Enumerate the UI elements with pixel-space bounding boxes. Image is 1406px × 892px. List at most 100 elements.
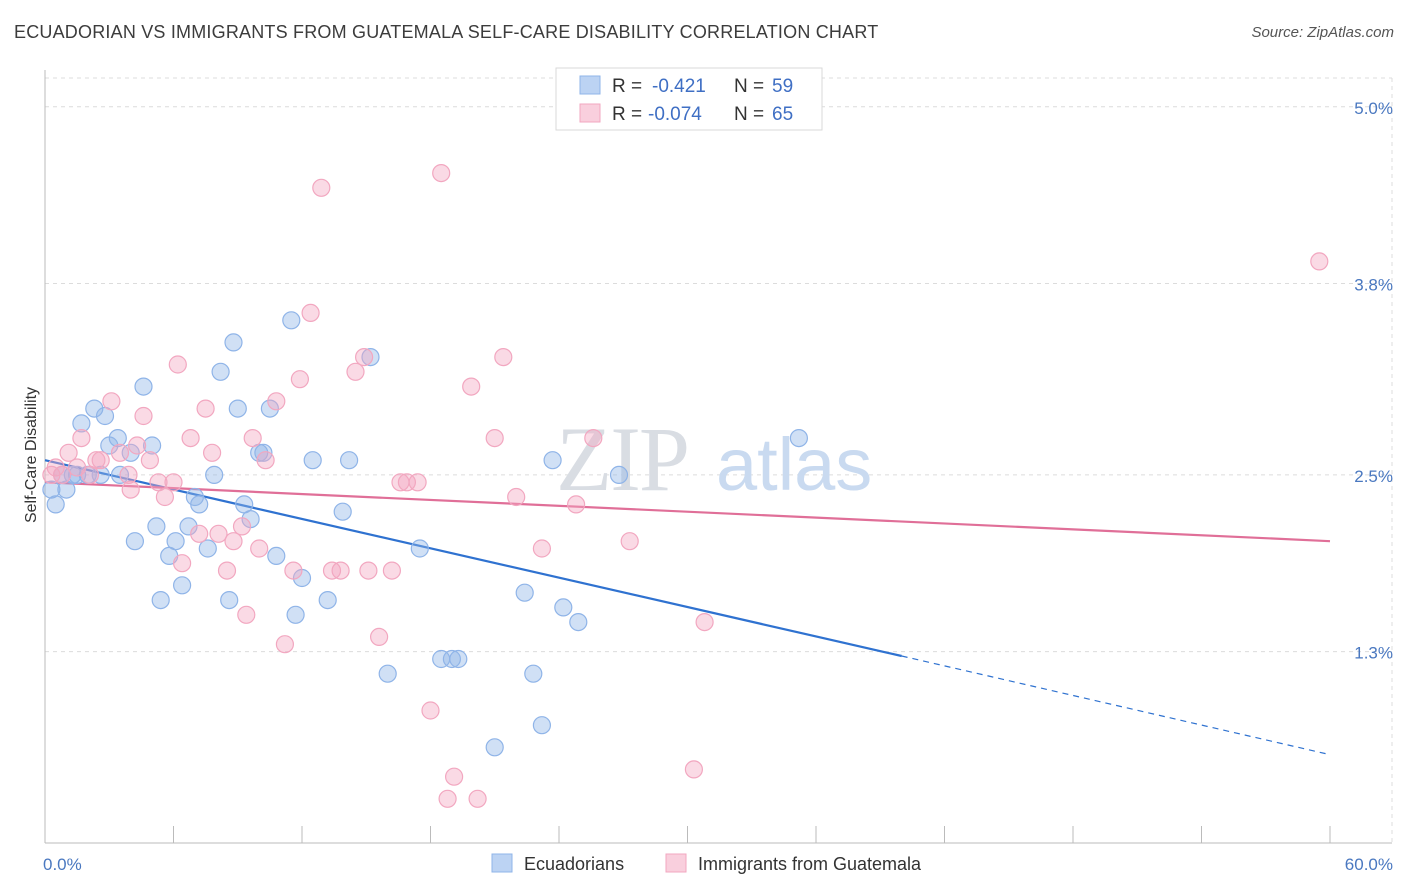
legend-n-label-1: N = (734, 76, 764, 97)
point-guatemala-64 (1310, 252, 1329, 271)
point-ecuadorians-12 (108, 429, 127, 448)
point-guatemala-52 (445, 767, 464, 786)
point-ecuadorians-44 (340, 451, 359, 470)
point-guatemala-57 (507, 487, 526, 507)
y-tick-label-2: 3.8% (1354, 275, 1393, 294)
point-ecuadorians-14 (121, 443, 140, 462)
legend-n-label-2: N = (734, 104, 764, 125)
point-ecuadorians-31 (228, 399, 247, 418)
legend-r-value-guatemala: -0.074 (648, 104, 702, 125)
point-guatemala-37 (301, 303, 320, 322)
point-guatemala-5 (72, 429, 91, 448)
point-ecuadorians-19 (151, 590, 170, 610)
point-ecuadorians-45 (361, 348, 380, 367)
point-ecuadorians-54 (532, 716, 552, 735)
point-guatemala-20 (173, 554, 192, 573)
point-guatemala-43 (359, 561, 378, 580)
point-ecuadorians-37 (267, 546, 286, 566)
point-ecuadorians-36 (260, 399, 279, 418)
point-guatemala-34 (275, 635, 294, 654)
point-guatemala-22 (190, 524, 209, 543)
point-guatemala-29 (237, 605, 256, 624)
watermark-atlas: atlas (716, 423, 872, 506)
point-guatemala-33 (267, 392, 286, 411)
point-guatemala-40 (331, 561, 350, 580)
point-guatemala-14 (134, 406, 153, 426)
point-guatemala-15 (140, 451, 159, 470)
point-ecuadorians-53 (524, 664, 543, 683)
point-ecuadorians-35 (254, 443, 273, 462)
point-ecuadorians-46 (378, 664, 397, 683)
point-guatemala-58 (532, 539, 552, 558)
point-guatemala-62 (684, 760, 704, 779)
y-axis-label: Self-Care Disability (23, 387, 40, 523)
chart-title: ECUADORIAN VS IMMIGRANTS FROM GUATEMALA … (14, 22, 879, 42)
point-guatemala-49 (421, 701, 440, 720)
point-ecuadorians-6 (72, 414, 91, 433)
point-ecuadorians-59 (789, 429, 809, 448)
point-guatemala-59 (566, 495, 586, 514)
point-guatemala-23 (196, 399, 215, 418)
point-ecuadorians-22 (173, 576, 192, 595)
point-guatemala-7 (87, 451, 106, 470)
point-guatemala-32 (256, 451, 275, 470)
legend-swatch-guatemala (579, 103, 601, 123)
legend-n-value-guatemala: 65 (772, 104, 793, 125)
point-ecuadorians-5 (67, 465, 87, 484)
point-ecuadorians-18 (147, 517, 166, 536)
trend-line-guatemala (44, 481, 1331, 543)
point-guatemala-42 (355, 348, 374, 367)
point-ecuadorians-17 (143, 436, 162, 455)
point-guatemala-8 (91, 451, 110, 470)
legend-swatch-ecuadorians (579, 75, 601, 95)
point-guatemala-56 (494, 348, 513, 367)
point-ecuadorians-38 (282, 311, 301, 330)
point-ecuadorians-51 (485, 738, 504, 757)
point-ecuadorians-30 (224, 333, 243, 352)
bottom-legend: Ecuadorians Immigrants from Guatemala (491, 853, 922, 874)
point-guatemala-10 (110, 443, 130, 462)
point-guatemala-51 (438, 789, 457, 808)
point-ecuadorians-52 (515, 583, 534, 602)
point-ecuadorians-49 (442, 649, 461, 669)
point-guatemala-9 (102, 392, 121, 411)
point-ecuadorians-41 (303, 451, 322, 470)
point-ecuadorians-21 (166, 532, 185, 551)
source-label: Source: ZipAtlas.com (1251, 24, 1394, 41)
point-guatemala-36 (290, 370, 309, 389)
point-ecuadorians-25 (190, 495, 209, 514)
point-guatemala-31 (250, 539, 269, 558)
point-guatemala-1 (46, 458, 65, 477)
x-tick-label-1: 60.0% (1345, 855, 1393, 874)
legend-r-label-1: R = (612, 76, 642, 97)
data-points (42, 164, 1329, 808)
point-ecuadorians-0 (42, 480, 61, 499)
point-ecuadorians-57 (569, 612, 588, 632)
watermark: ZIP atlas (556, 408, 872, 510)
point-guatemala-26 (217, 561, 237, 580)
point-guatemala-11 (119, 465, 138, 484)
trend-line-ecuadorians-extension (901, 655, 1331, 756)
legend: R = -0.421 N = 59 R = -0.074 N = 65 (555, 67, 823, 131)
point-guatemala-19 (168, 355, 187, 374)
point-ecuadorians-26 (198, 539, 217, 558)
bottom-legend-label-ecuadorians: Ecuadorians (524, 854, 624, 874)
point-ecuadorians-55 (543, 451, 562, 470)
legend-r-label-2: R = (612, 104, 642, 125)
point-ecuadorians-29 (220, 590, 239, 610)
point-ecuadorians-1 (46, 495, 65, 514)
point-ecuadorians-9 (91, 465, 110, 484)
point-guatemala-54 (468, 789, 487, 808)
point-guatemala-35 (284, 561, 303, 580)
axes (44, 70, 1392, 844)
point-guatemala-17 (155, 487, 174, 507)
point-guatemala-41 (346, 362, 365, 381)
bottom-legend-label-guatemala: Immigrants from Guatemala (698, 854, 922, 874)
point-guatemala-47 (397, 473, 416, 492)
point-guatemala-12 (121, 480, 140, 499)
point-guatemala-30 (243, 429, 262, 448)
point-guatemala-2 (52, 465, 72, 484)
point-ecuadorians-58 (609, 465, 629, 484)
point-guatemala-44 (370, 627, 389, 647)
